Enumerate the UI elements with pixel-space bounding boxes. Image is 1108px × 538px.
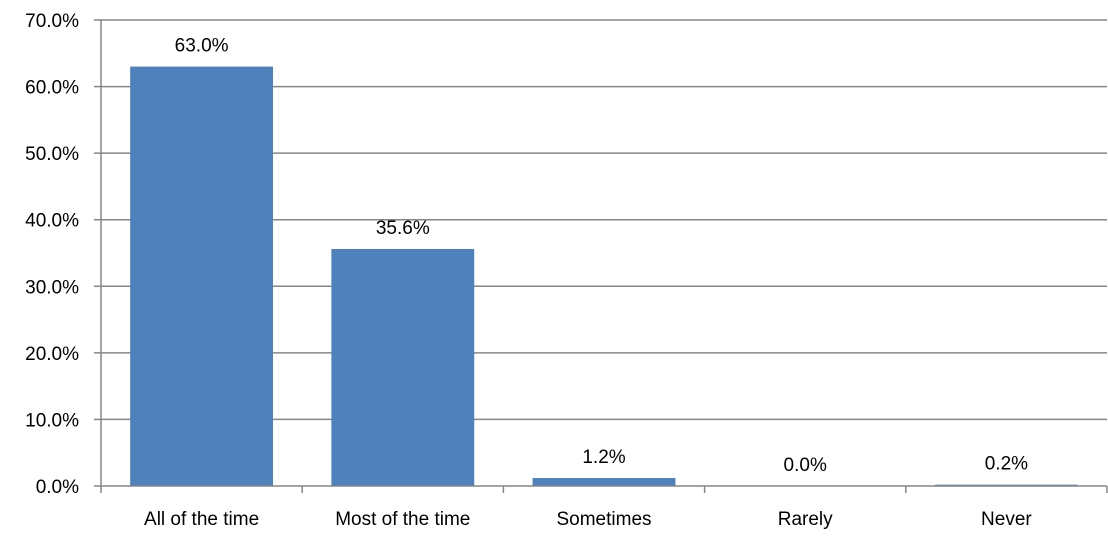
x-category-label: Sometimes: [556, 509, 651, 530]
y-tick-label: 0.0%: [36, 477, 79, 498]
data-label: 0.2%: [985, 454, 1028, 475]
data-label: 1.2%: [582, 447, 625, 468]
bar-0: [130, 66, 274, 486]
bar-1: [331, 249, 475, 486]
x-category-label: All of the time: [144, 509, 259, 530]
y-tick-label: 30.0%: [25, 277, 79, 298]
y-tick-label: 70.0%: [25, 11, 79, 32]
x-category-label: Rarely: [778, 509, 833, 530]
axes: [94, 19, 1108, 493]
x-category-label: Never: [981, 509, 1032, 530]
y-tick-label: 20.0%: [25, 344, 79, 365]
y-tick-label: 40.0%: [25, 211, 79, 232]
bars: [130, 66, 1078, 486]
data-label: 63.0%: [175, 36, 229, 57]
y-tick-label: 60.0%: [25, 78, 79, 99]
data-label: 0.0%: [784, 455, 827, 476]
labels: 0.0% 10.0% 20.0% 30.0% 40.0% 50.0% 60.0% 70.0% 6…: [25, 11, 1032, 530]
data-label: 35.6%: [376, 218, 430, 239]
y-tick-label: 10.0%: [25, 410, 79, 431]
x-category-label: Most of the time: [335, 509, 470, 530]
bar-2: [532, 478, 676, 486]
y-tick-label: 50.0%: [25, 144, 79, 165]
